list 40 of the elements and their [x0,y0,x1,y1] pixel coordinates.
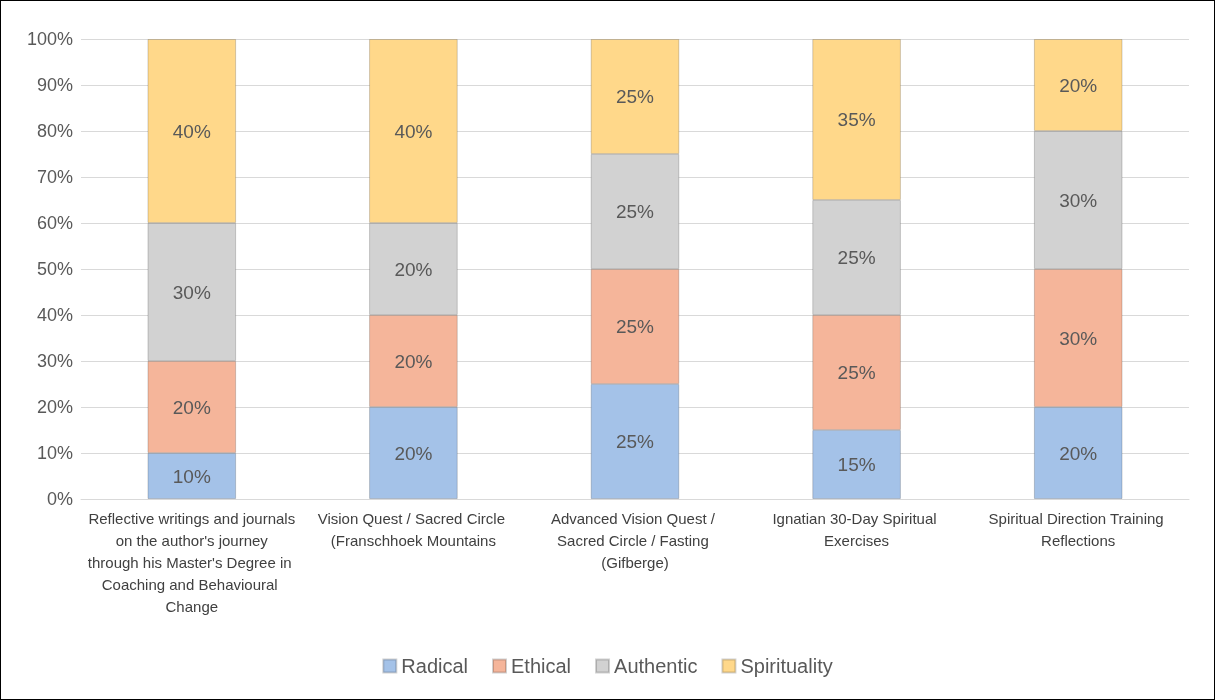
y-tick-label: 40% [36,305,73,325]
y-tick-label: 80% [36,121,73,141]
y-tick-label: 30% [36,351,73,371]
y-tick-label: 100% [26,29,73,49]
y-tick-label: 60% [36,213,73,233]
data-label: 20% [1059,442,1098,464]
data-label: 25% [615,86,655,107]
data-label: 25% [837,362,876,383]
data-label: 40% [172,120,211,142]
y-tick-label: 0% [46,489,73,509]
x-tick-label: Vision Quest / Sacred Circle (Franschhoek Mountains [317,509,510,549]
data-label: 35% [837,109,876,130]
data-label: 30% [1059,327,1098,349]
data-label: 20% [394,258,433,280]
y-tick-label: 20% [36,397,73,417]
data-label: 40% [394,120,433,142]
data-label: 20% [394,442,433,464]
legend-label: Authentic [614,655,698,677]
x-tick-label: Reflective writings and journals on the author's journey through his Master's Degree in Coaching and Behavioural Change [87,509,296,615]
y-tick-label: 50% [36,259,73,279]
y-tick-label: 70% [36,167,73,187]
x-tick-label: Advanced Vision Quest / Sacred Circle / Fasting (Gifberge) [550,509,720,571]
data-label: 25% [837,247,876,268]
data-label: 20% [394,350,433,372]
x-tick-label: Ignatian 30-Day Spiritual Exercises [772,509,941,549]
legend-label: Radical [401,655,469,677]
legend-label: Ethical [511,655,572,677]
y-tick-label: 10% [36,443,73,463]
data-label: 30% [1059,189,1098,211]
data-label: 20% [172,396,211,418]
data-label: 25% [615,201,655,222]
data-label: 25% [615,316,655,337]
data-label: 25% [615,431,655,452]
data-label: 20% [1059,74,1098,96]
y-tick-label: 90% [36,75,73,95]
x-tick-label: Spiritual Direction Training Reflections [988,509,1168,549]
data-label: 15% [837,454,876,475]
legend-label: Spirituality [740,655,833,677]
data-label: 30% [172,281,211,303]
data-label: 10% [172,465,211,487]
